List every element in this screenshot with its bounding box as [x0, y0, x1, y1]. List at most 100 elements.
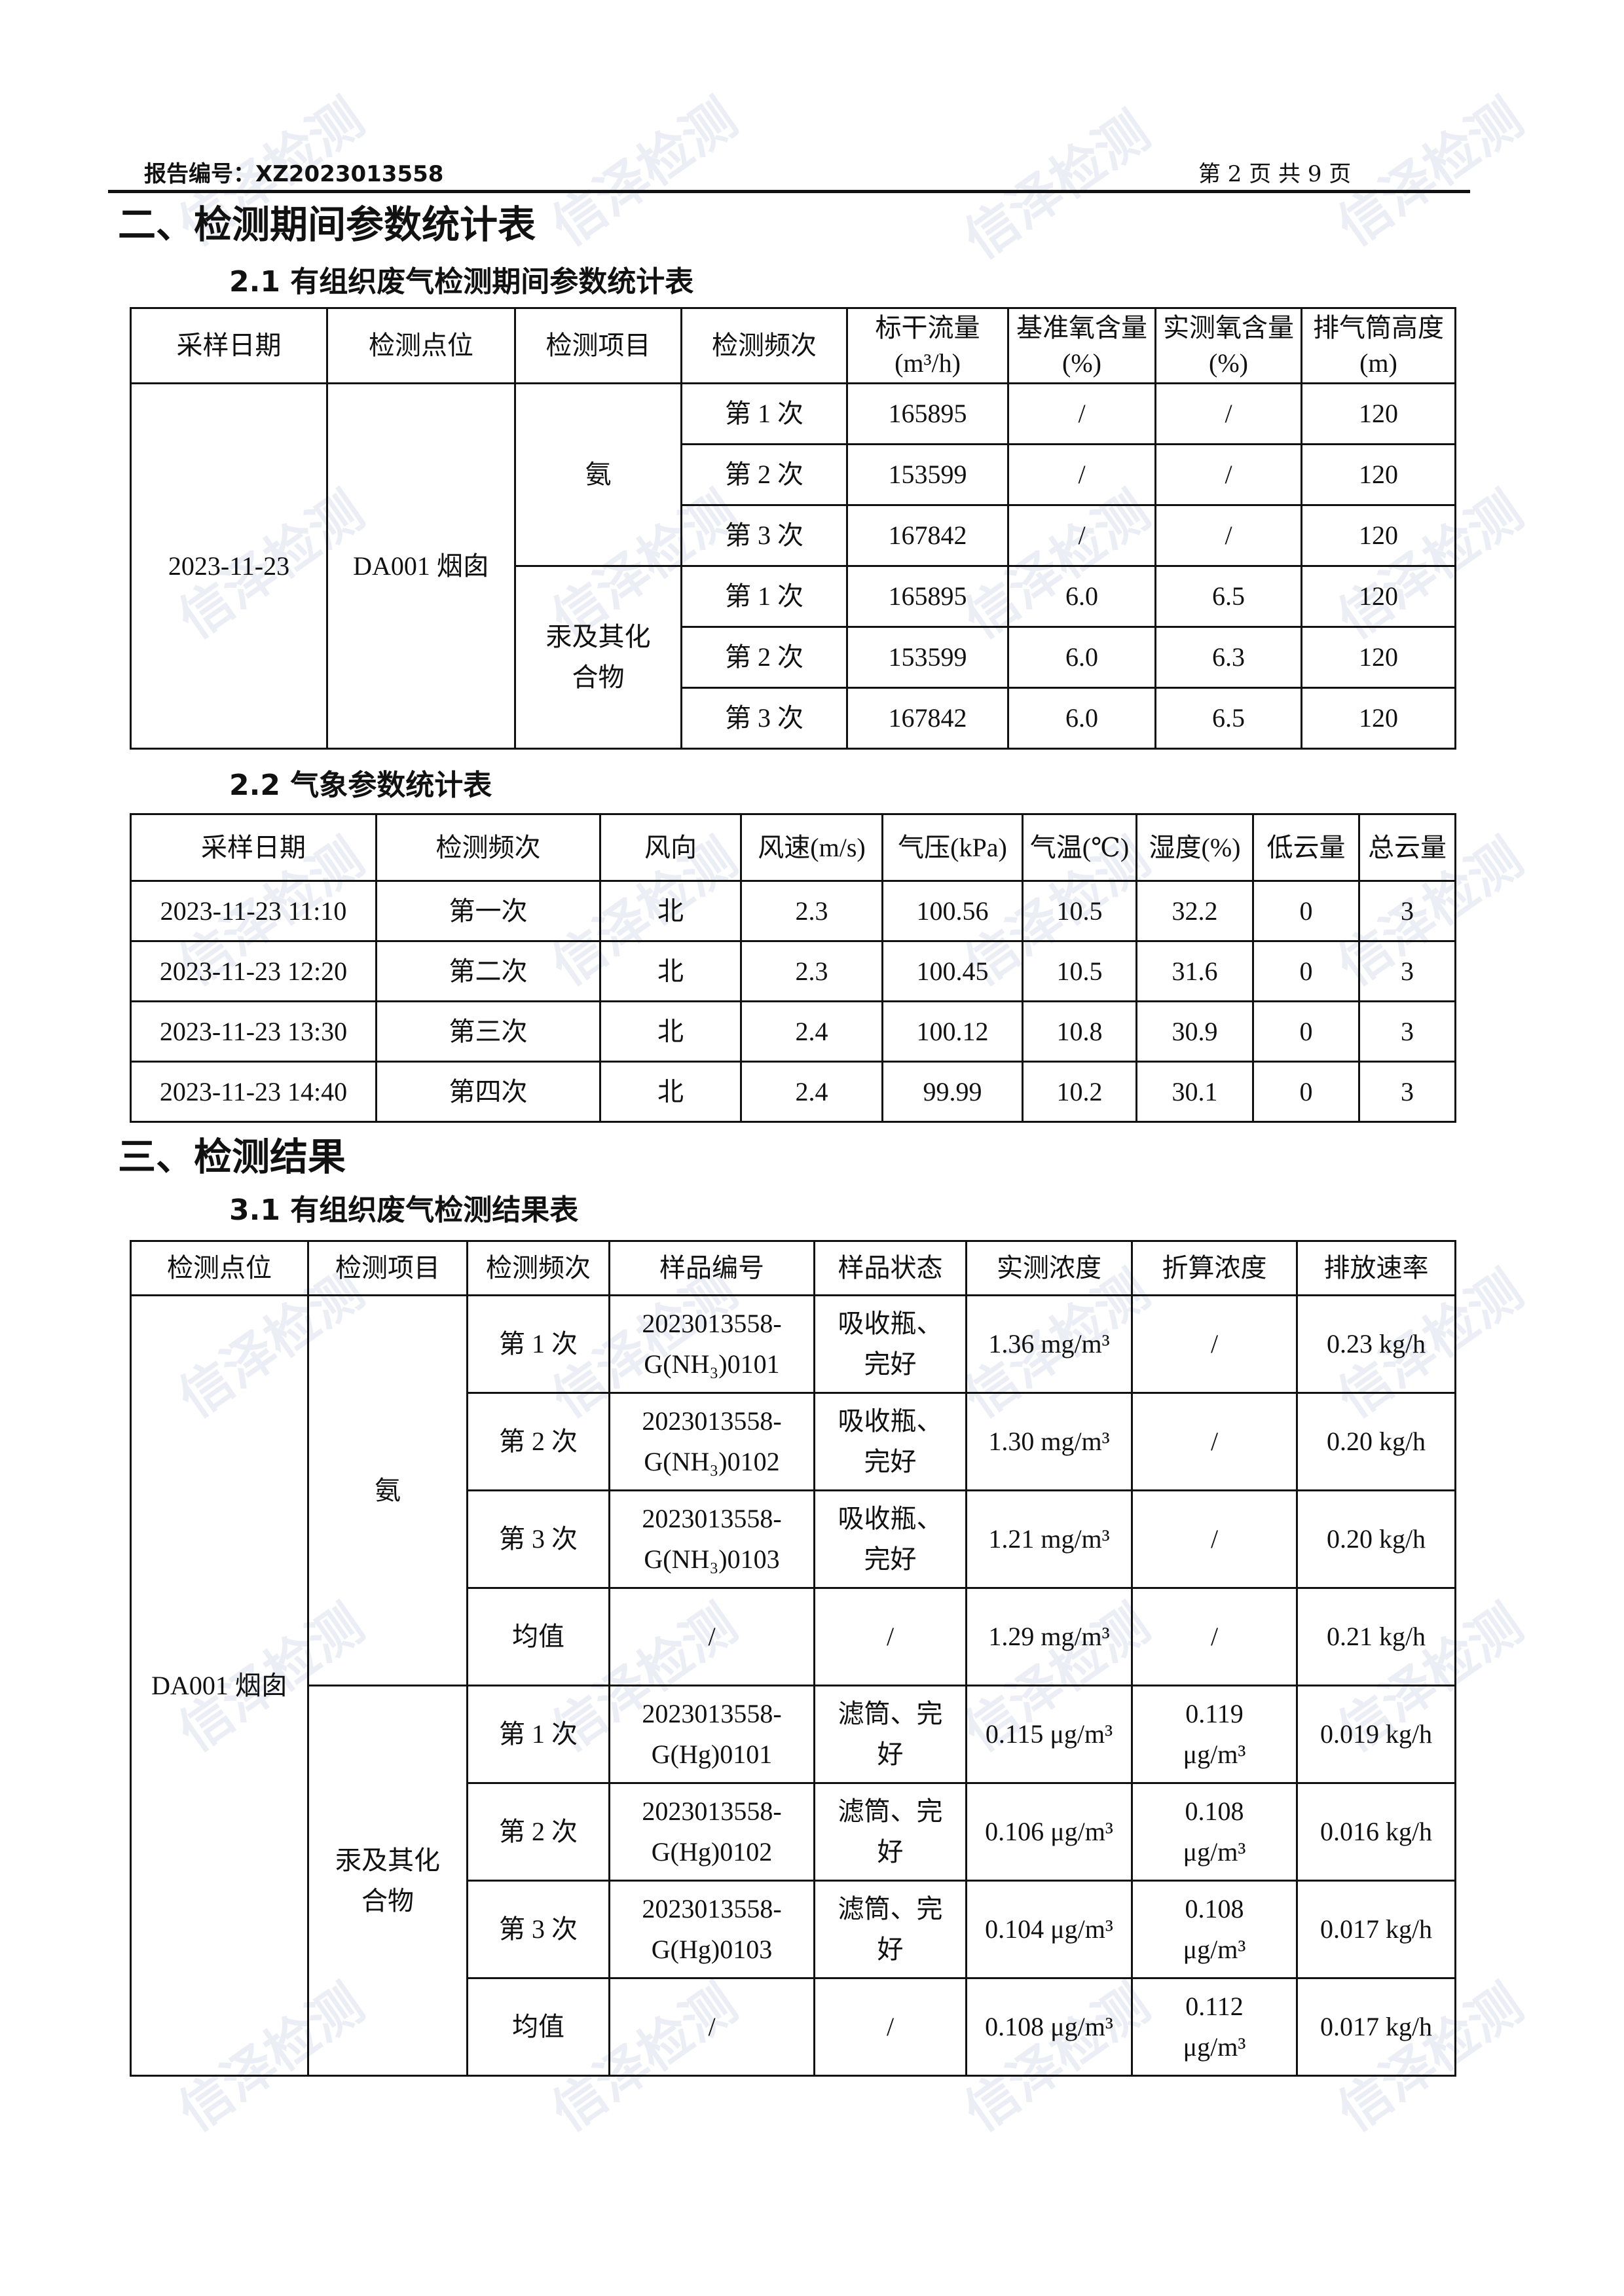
monitoring-point: DA001 烟囱	[326, 382, 516, 750]
table-cell: 167842	[846, 504, 1009, 567]
table-cell: /	[1131, 1392, 1298, 1491]
table-row: 均值 //0.108 μg/m³ 0.112 μg/m³ 0.017 kg/h	[131, 1977, 1456, 2077]
table-cell: 0.108 μg/m³	[1131, 1782, 1298, 1882]
table-row: 第 3 次 167842//120	[131, 504, 1456, 567]
table-cell: 0.016 kg/h	[1296, 1782, 1456, 1882]
table-cell: 2023013558- G(Hg)0102	[608, 1782, 815, 1882]
table-cell: 2023013558- G(NH₃)0103	[608, 1489, 815, 1589]
table-cell: 6.0	[1007, 687, 1156, 750]
column-header: 实测氧含量(%)	[1154, 307, 1302, 384]
table-cell: 0	[1252, 1061, 1360, 1123]
table-cell: /	[1154, 443, 1302, 506]
table-cell: 6.3	[1154, 626, 1302, 689]
monitoring-point: DA001 烟囱	[130, 1294, 309, 2077]
table-cell: 0.112 μg/m³	[1131, 1977, 1298, 2077]
column-header: 排放速率	[1296, 1240, 1456, 1296]
table-row: 均值 //1.29 mg/m³/0.21 kg/h	[131, 1587, 1456, 1686]
table-cell: 北	[599, 1061, 742, 1123]
table-cell: 120	[1301, 626, 1456, 689]
table-cell: 0.115 μg/m³	[965, 1685, 1133, 1784]
table-cell: 3	[1358, 1061, 1456, 1123]
table-cell: 167842	[846, 687, 1009, 750]
table-cell: 0.119 μg/m³	[1131, 1685, 1298, 1784]
watermark: 信泽检测	[1326, 86, 1534, 258]
table-cell: 6.0	[1007, 626, 1156, 689]
table-cell: 32.2	[1135, 880, 1254, 942]
table-row: DA001 烟囱氨第 1 次 2023013558- G(NH₃)0101 吸收瓶、…	[130, 1294, 1456, 2077]
table-cell: 10.8	[1022, 1000, 1137, 1063]
table-cell: 2023013558- G(NH₃)0102	[608, 1392, 815, 1491]
table-cell: 3	[1358, 880, 1456, 942]
table-row: 第 2 次 2023013558- G(Hg)0102 滤筒、完 好 0.106 μg…	[131, 1782, 1456, 1882]
table-cell: 31.6	[1135, 940, 1254, 1002]
column-header: 基准氧含量(%)	[1007, 307, 1156, 384]
column-header: 低云量	[1252, 813, 1360, 882]
column-header: 检测频次	[466, 1240, 610, 1296]
column-header: 总云量	[1358, 813, 1456, 882]
table-cell: 第 1 次	[466, 1685, 610, 1784]
table-cell: 吸收瓶、 完好	[813, 1392, 967, 1491]
table-cell: 0.017 kg/h	[1296, 1880, 1456, 1979]
table-row: 第 2 次 2023013558- G(NH₃)0102 吸收瓶、 完好 1.30 m…	[131, 1392, 1456, 1491]
monitoring-item: 氨	[514, 382, 682, 567]
table-cell: /	[1131, 1587, 1298, 1686]
table-cell: 6.5	[1154, 687, 1302, 750]
table-cell: 0.104 μg/m³	[965, 1880, 1133, 1979]
table-cell: 均值	[466, 1977, 610, 2077]
table-cell: 滤筒、完 好	[813, 1880, 967, 1979]
table-cell: 6.5	[1154, 565, 1302, 628]
weather-table: 采样日期 检测频次 风向 风速(m/s) 气压(kPa) 气温(℃) 湿度(%) 低云量 总云量…	[130, 813, 1456, 1123]
table-cell: 第 3 次	[680, 504, 848, 567]
header-divider	[108, 190, 1470, 193]
table-3-1-title: 3.1 有组织废气检测结果表	[229, 1194, 579, 1227]
table-cell: 吸收瓶、 完好	[813, 1489, 967, 1589]
results-table: 检测点位 检测项目 检测频次 样品编号 样品状态 实测浓度 折算浓度 排放速率 DA001 烟囱…	[130, 1240, 1456, 2077]
table-cell: 第一次	[375, 880, 601, 942]
table-cell: 第 3 次	[466, 1489, 610, 1589]
table-cell: 165895	[846, 565, 1009, 628]
table-cell: 100.45	[881, 940, 1024, 1002]
table-2-1-title: 2.1 有组织废气检测期间参数统计表	[229, 265, 694, 299]
table-cell: 第 2 次	[680, 626, 848, 689]
table-cell: 2023013558- G(NH₃)0101	[608, 1294, 815, 1394]
column-header: 标干流量(m³/h)	[846, 307, 1009, 384]
table-cell: 2023-11-23 12:20	[130, 940, 377, 1002]
table-row: 2023-11-23 11:10 第一次北 2.3 100.56 10.5 32.2 0 3	[130, 880, 1456, 942]
table-cell: 2023-11-23 13:30	[130, 1000, 377, 1063]
table-cell: 第 3 次	[466, 1880, 610, 1979]
table-cell: 2.3	[740, 880, 883, 942]
column-header: 气温(℃)	[1022, 813, 1137, 882]
header-row: 检测点位 检测项目 检测频次 样品编号 样品状态 实测浓度 折算浓度 排放速率	[130, 1240, 1456, 1296]
monitoring-item: 汞及其化合物	[307, 1685, 468, 2077]
table-cell: 100.12	[881, 1000, 1024, 1063]
table-cell: 0	[1252, 940, 1360, 1002]
table-cell: 120	[1301, 687, 1456, 750]
table-cell: 第二次	[375, 940, 601, 1002]
table-cell: 120	[1301, 382, 1456, 445]
watermark: 信泽检测	[540, 86, 748, 258]
column-header: 检测频次	[680, 307, 848, 384]
column-header: 样品编号	[608, 1240, 815, 1296]
table-cell: 0	[1252, 1000, 1360, 1063]
table-cell: 2.4	[740, 1000, 883, 1063]
table-cell: 0.20 kg/h	[1296, 1392, 1456, 1491]
table-cell: 30.9	[1135, 1000, 1254, 1063]
table-cell: 10.5	[1022, 940, 1137, 1002]
report-number: 报告编号：XZ2023013558	[144, 161, 444, 187]
monitoring-item: 氨	[307, 1294, 468, 1686]
table-cell: 0	[1252, 880, 1360, 942]
table-cell: 0.20 kg/h	[1296, 1489, 1456, 1589]
table-cell: 北	[599, 940, 742, 1002]
table-cell: 0.108 μg/m³	[1131, 1880, 1298, 1979]
table-cell: 1.21 mg/m³	[965, 1489, 1133, 1589]
sampling-date: 2023-11-23	[130, 382, 328, 750]
column-header: 采样日期	[130, 307, 328, 384]
table-cell: 120	[1301, 443, 1456, 506]
column-header: 检测点位	[130, 1240, 309, 1296]
table-cell: 吸收瓶、 完好	[813, 1294, 967, 1394]
table-cell: 滤筒、完 好	[813, 1782, 967, 1882]
table-cell: 第 2 次	[680, 443, 848, 506]
monitoring-item: 汞及其化合物	[514, 565, 682, 750]
column-header: 气压(kPa)	[881, 813, 1024, 882]
table-cell: /	[1131, 1489, 1298, 1589]
